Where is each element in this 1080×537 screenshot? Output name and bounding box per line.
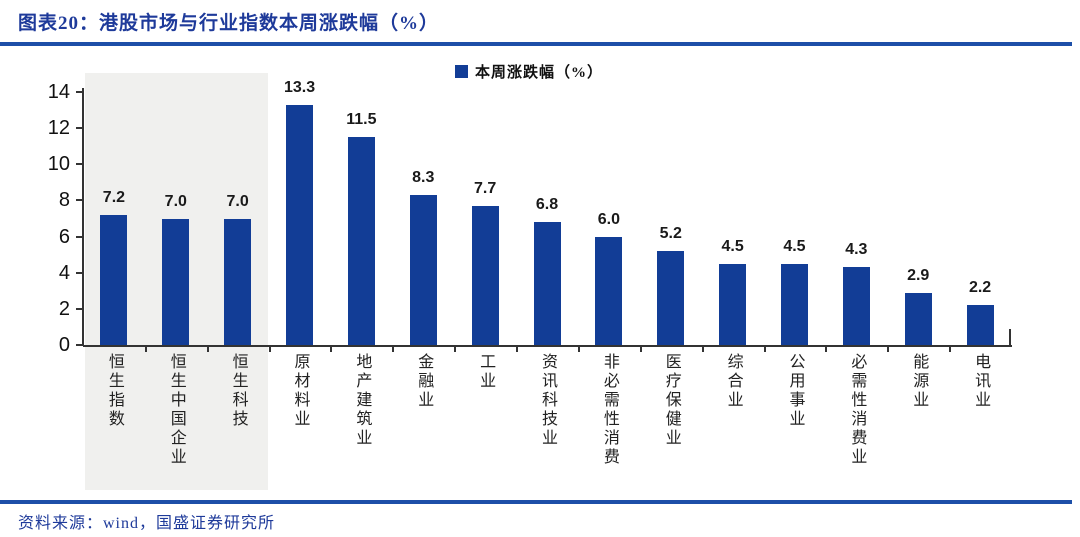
bar-value-label: 7.0 xyxy=(164,192,187,210)
bar-value-label: 4.3 xyxy=(845,241,868,259)
y-axis-tick-label: 10 xyxy=(47,153,70,176)
x-axis-tick-mark xyxy=(763,345,766,352)
source-note: 资料来源：wind，国盛证券研究所 xyxy=(18,515,276,532)
bar-value-label: 5.2 xyxy=(659,225,682,243)
y-axis-tick-mark xyxy=(76,163,83,166)
bar xyxy=(780,263,808,345)
bar-value-label: 11.5 xyxy=(346,111,377,129)
x-axis-tick-mark xyxy=(206,345,209,352)
legend-swatch-icon xyxy=(455,65,468,78)
bar-value-label: 6.0 xyxy=(597,210,620,228)
bar xyxy=(842,267,870,345)
y-axis-tick-label: 6 xyxy=(58,225,70,248)
y-axis-tick-mark xyxy=(76,91,83,93)
bar xyxy=(347,137,375,345)
y-axis-tick-mark xyxy=(76,344,83,346)
y-axis-tick-label: 4 xyxy=(58,261,70,284)
x-axis-category-label: 恒生中国企业 xyxy=(167,353,185,467)
y-axis-tick-label: 8 xyxy=(58,189,70,212)
x-axis-tick-mark xyxy=(887,345,890,352)
bar xyxy=(657,251,685,345)
bar xyxy=(224,218,252,345)
page-title: 图表20：港股市场与行业指数本周涨跌幅（%） xyxy=(18,13,440,34)
x-axis-category-label: 医疗保健业 xyxy=(662,353,680,448)
footer-divider xyxy=(0,500,1072,504)
bar-value-label: 7.2 xyxy=(102,188,126,206)
bar-value-label: 13.3 xyxy=(283,78,316,96)
x-axis-tick-mark xyxy=(454,345,457,352)
bar-value-label: 4.5 xyxy=(721,237,744,255)
x-axis-tick-mark xyxy=(701,345,704,352)
x-axis-tick-mark xyxy=(268,345,271,352)
y-axis-line xyxy=(82,88,84,346)
bar xyxy=(409,195,437,345)
bar-value-label: 4.5 xyxy=(783,237,806,255)
y-axis-tick-label: 2 xyxy=(58,297,70,320)
x-axis-line xyxy=(83,345,1012,347)
y-axis-tick-mark xyxy=(76,127,83,130)
x-axis-tick-mark xyxy=(577,345,580,352)
x-axis-category-label: 原材料业 xyxy=(291,353,309,429)
bar-value-label: 8.3 xyxy=(412,169,435,186)
x-axis-category-label: 恒生科技 xyxy=(229,353,247,429)
bar xyxy=(595,236,623,345)
bar xyxy=(719,263,747,345)
x-axis-category-label: 工业 xyxy=(477,353,495,391)
y-axis-tick-mark xyxy=(76,307,83,310)
bar-value-label: 2.2 xyxy=(968,279,992,297)
x-axis-tick-mark xyxy=(330,345,333,352)
bar xyxy=(471,205,499,345)
x-axis-tick-mark xyxy=(144,345,147,352)
bar xyxy=(286,104,314,345)
bar xyxy=(966,305,994,345)
x-axis-category-label: 非必需性消费 xyxy=(600,353,618,467)
x-axis-category-label: 金融业 xyxy=(415,353,433,410)
legend-label: 本周涨跌幅（%） xyxy=(475,65,604,81)
x-axis-tick-mark xyxy=(516,345,519,352)
x-axis-category-label: 恒生指数 xyxy=(105,353,123,429)
y-axis-tick-mark xyxy=(76,235,83,238)
y-axis-tick-mark xyxy=(76,271,83,274)
y-axis-tick-mark xyxy=(76,199,83,202)
bar xyxy=(533,222,561,345)
x-axis-tick-mark xyxy=(639,345,642,352)
x-axis-category-label: 综合业 xyxy=(724,353,742,410)
bar-value-label: 2.9 xyxy=(907,266,930,284)
x-axis-category-label: 必需性消费业 xyxy=(848,353,866,467)
x-axis-tick-mark xyxy=(949,345,952,352)
x-axis-category-label: 电讯业 xyxy=(972,353,990,410)
bar-value-label: 6.8 xyxy=(535,196,559,214)
bar xyxy=(100,214,128,345)
x-axis-category-label: 公用事业 xyxy=(786,353,804,429)
y-axis-tick-label: 12 xyxy=(47,117,70,140)
bar xyxy=(162,218,190,345)
bar-value-label: 7.7 xyxy=(474,179,497,197)
chart-legend: 本周涨跌幅（%） xyxy=(455,61,603,82)
x-axis-tick-mark xyxy=(392,345,395,352)
x-axis-category-label: 地产建筑业 xyxy=(353,353,371,448)
title-divider xyxy=(0,42,1072,46)
x-axis-tick-mark xyxy=(825,345,828,352)
x-axis-end-tick xyxy=(1009,329,1011,346)
x-axis-category-label: 能源业 xyxy=(910,353,928,410)
x-axis-category-label: 资讯科技业 xyxy=(539,353,556,448)
y-axis-tick-label: 0 xyxy=(58,334,70,356)
bar xyxy=(904,292,932,345)
bar-value-label: 7.0 xyxy=(226,192,249,210)
y-axis-tick-label: 14 xyxy=(47,81,70,103)
